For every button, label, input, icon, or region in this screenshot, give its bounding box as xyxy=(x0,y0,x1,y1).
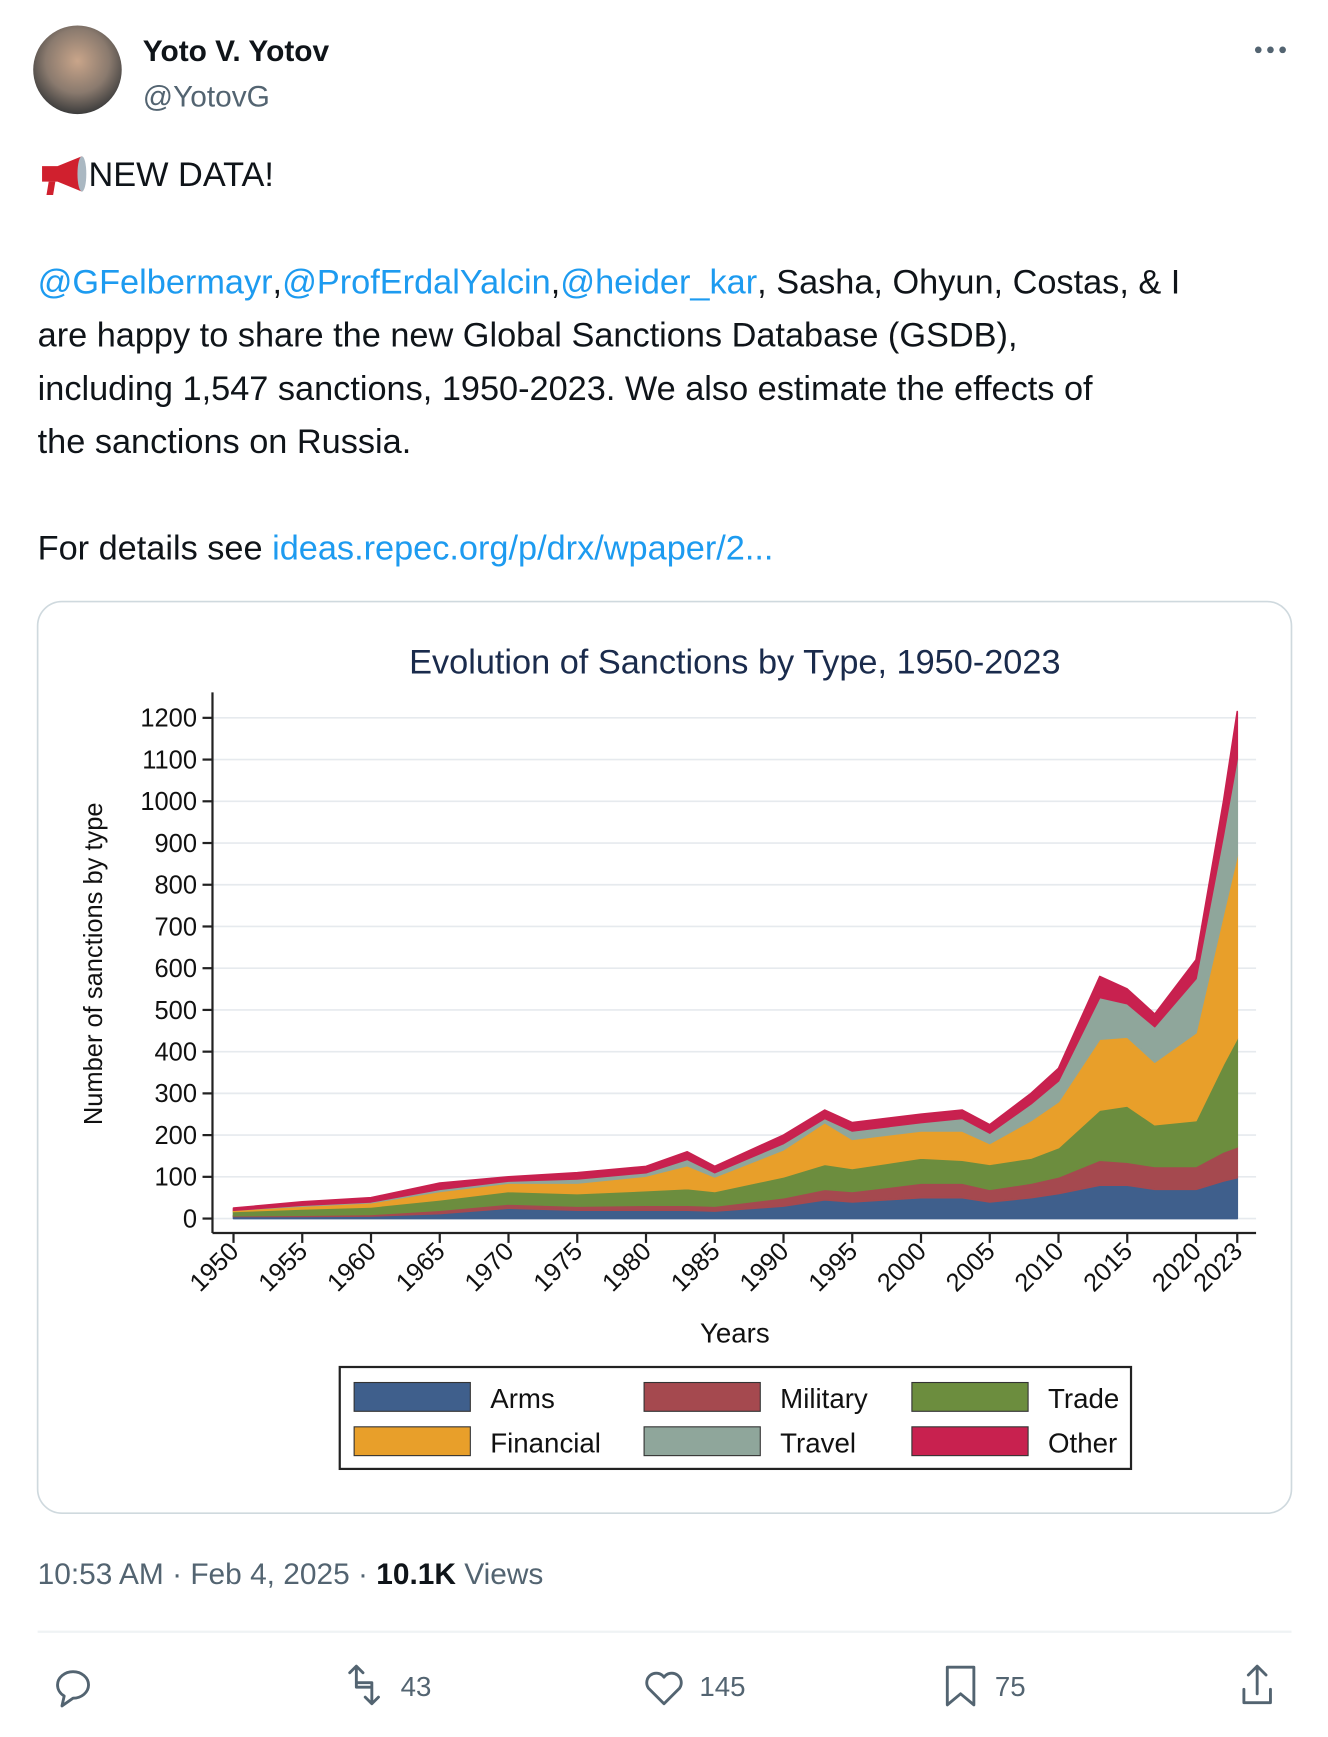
y-tick-label: 800 xyxy=(155,872,197,900)
legend-label: Military xyxy=(780,1383,868,1414)
area xyxy=(232,710,1239,1212)
bookmark-count: 75 xyxy=(995,1671,1026,1702)
megaphone-icon xyxy=(42,156,87,195)
retweet-count: 43 xyxy=(401,1671,432,1702)
chart-title: Evolution of Sanctions by Type, 1950-202… xyxy=(409,644,1060,682)
y-tick-label: 500 xyxy=(155,997,197,1025)
legend: Arms Financial Military Travel Trade Other xyxy=(353,1381,1119,1458)
legend-swatch xyxy=(643,1381,761,1412)
headline: NEW DATA! xyxy=(89,156,274,194)
avatar[interactable] xyxy=(33,25,122,115)
legend-box xyxy=(338,1365,1133,1471)
body-segment: including 1,547 sanctions, 1950-2023. We… xyxy=(38,370,1093,408)
legend-label: Other xyxy=(1048,1427,1117,1458)
timestamp-line: 10:53 AM · Feb 4, 2025 · 10.1K Views xyxy=(38,1558,544,1591)
legend-label: Trade xyxy=(1048,1383,1119,1414)
body-line: @GFelbermayr,@ProfErdalYalcin,@heider_ka… xyxy=(38,264,1181,302)
author-name[interactable]: Yoto V. Yotov xyxy=(143,35,330,68)
timestamp[interactable]: 10:53 AM · Feb 4, 2025 · xyxy=(38,1558,377,1591)
media-card[interactable] xyxy=(36,600,1293,1515)
legend-swatch xyxy=(353,1426,471,1457)
legend-swatch xyxy=(911,1381,1029,1412)
x-axis-label: Years xyxy=(700,1318,770,1349)
y-tick-label: 400 xyxy=(155,1039,197,1067)
y-tick-label: 1200 xyxy=(140,705,197,733)
author-handle[interactable]: @YotovG xyxy=(143,80,270,113)
legend-label: Arms xyxy=(490,1383,555,1414)
body-line: are happy to share the new Global Sancti… xyxy=(38,317,1018,355)
link[interactable]: @heider_kar xyxy=(560,264,757,302)
y-tick-label: 700 xyxy=(155,913,197,941)
y-tick-label: 300 xyxy=(155,1080,197,1108)
y-tick-label: 600 xyxy=(155,955,197,983)
body-segment: , xyxy=(273,264,283,302)
reply-button[interactable] xyxy=(56,1670,90,1708)
link[interactable]: ideas.repec.org/p/drx/wpaper/2... xyxy=(272,529,773,567)
body-segment: , xyxy=(551,264,561,302)
body-line: For details see ideas.repec.org/p/drx/wp… xyxy=(38,529,774,567)
y-tick-label: 900 xyxy=(155,830,197,858)
body-segment: For details see xyxy=(38,529,272,567)
like-button[interactable] xyxy=(645,1671,683,1706)
body-segment: are happy to share the new Global Sancti… xyxy=(38,317,1018,355)
y-axis-label: Number of sanctions by type xyxy=(80,802,108,1125)
legend-label: Travel xyxy=(780,1427,856,1458)
legend-label: Financial xyxy=(490,1427,601,1458)
legend-swatch xyxy=(643,1426,761,1457)
share-button[interactable] xyxy=(1242,1664,1272,1705)
tweet-body: @GFelbermayr,@ProfErdalYalcin,@heider_ka… xyxy=(38,264,1181,568)
views-label: Views xyxy=(456,1558,543,1591)
more-menu[interactable] xyxy=(1254,46,1286,54)
legend-swatch xyxy=(353,1381,471,1412)
bookmark-button[interactable] xyxy=(945,1665,976,1707)
body-line: including 1,547 sanctions, 1950-2023. We… xyxy=(38,370,1093,408)
y-tick-label: 200 xyxy=(155,1122,197,1150)
view-count: 10.1K xyxy=(376,1558,456,1591)
body-segment: the sanctions on Russia. xyxy=(38,423,412,461)
y-tick-label: 0 xyxy=(183,1205,197,1233)
body-segment: , Sasha, Ohyun, Costas, & I xyxy=(757,264,1180,302)
legend-swatch xyxy=(911,1426,1029,1457)
retweet-button[interactable] xyxy=(348,1664,380,1706)
y-tick-label: 100 xyxy=(155,1164,197,1192)
like-count: 145 xyxy=(699,1671,745,1702)
y-tick-label: 1100 xyxy=(142,746,197,774)
link[interactable]: @GFelbermayr xyxy=(38,264,273,302)
y-tick-label: 1000 xyxy=(140,788,197,816)
link[interactable]: @ProfErdalYalcin xyxy=(282,264,551,302)
body-line: the sanctions on Russia. xyxy=(38,423,412,461)
